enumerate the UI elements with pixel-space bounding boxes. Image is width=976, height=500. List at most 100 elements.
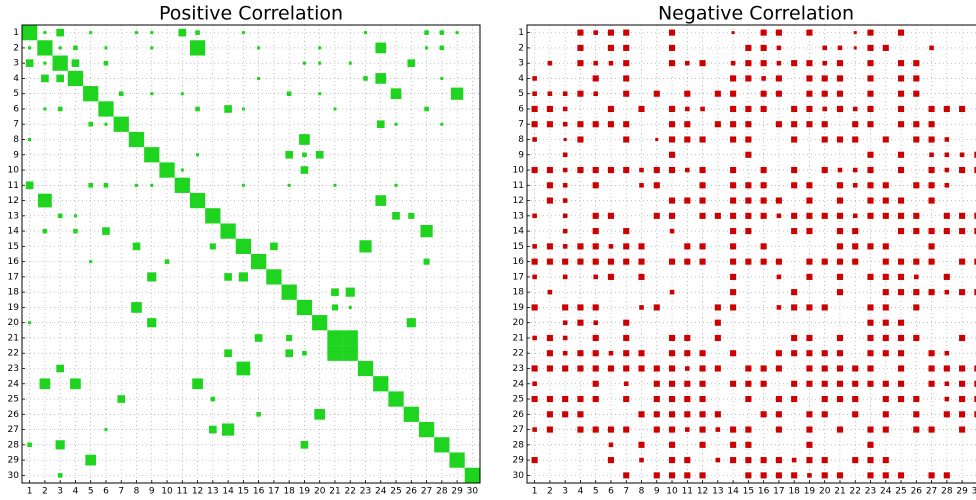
cell-square bbox=[760, 90, 767, 97]
cell-square bbox=[577, 60, 584, 67]
cell-square bbox=[882, 197, 889, 204]
cell-square bbox=[760, 212, 767, 219]
cell-square bbox=[562, 213, 568, 219]
cell-square bbox=[132, 242, 141, 251]
cell-square bbox=[821, 212, 828, 219]
cell-square bbox=[192, 378, 203, 390]
cell-square bbox=[684, 90, 691, 97]
y-tick-label: 24 bbox=[513, 379, 525, 389]
y-tick-label: 8 bbox=[13, 135, 19, 145]
cell-square bbox=[974, 289, 976, 296]
cell-square bbox=[943, 228, 950, 235]
y-tick-label: 11 bbox=[8, 181, 19, 191]
cell-square bbox=[745, 380, 752, 387]
cell-square bbox=[867, 29, 874, 36]
cell-square bbox=[164, 259, 170, 264]
cell-square bbox=[882, 136, 889, 143]
matrix-plot: Positive Correlation11223344556677889910… bbox=[8, 3, 481, 497]
cell-square bbox=[897, 60, 905, 67]
cell-square bbox=[653, 380, 660, 387]
cell-square bbox=[205, 208, 221, 224]
cell-square bbox=[974, 258, 976, 265]
x-tick-label: 25 bbox=[390, 487, 401, 497]
cell-square bbox=[776, 274, 782, 280]
cell-square bbox=[546, 166, 553, 174]
cell-square bbox=[607, 457, 615, 464]
cell-square bbox=[684, 395, 691, 403]
cell-square bbox=[300, 166, 309, 174]
cell-square bbox=[147, 272, 157, 282]
cell-square bbox=[867, 304, 874, 311]
cell-square bbox=[236, 361, 251, 376]
y-tick-label: 28 bbox=[8, 440, 20, 450]
cell-square bbox=[730, 380, 737, 387]
cell-square bbox=[836, 289, 844, 296]
cell-square bbox=[546, 334, 553, 342]
cell-square bbox=[562, 395, 569, 403]
y-tick-label: 17 bbox=[8, 272, 19, 282]
cell-square bbox=[760, 472, 767, 479]
cell-square bbox=[974, 411, 976, 418]
cell-square bbox=[531, 304, 538, 311]
cell-square bbox=[775, 258, 782, 265]
cell-square bbox=[653, 365, 660, 372]
cell-square bbox=[623, 75, 630, 82]
cell-square bbox=[760, 457, 767, 464]
cell-square bbox=[455, 31, 459, 35]
cell-square bbox=[791, 212, 798, 219]
cell-square bbox=[286, 334, 293, 342]
cell-square bbox=[867, 121, 874, 128]
cell-square bbox=[700, 106, 705, 112]
cell-square bbox=[113, 116, 129, 132]
cell-square bbox=[43, 107, 47, 111]
cell-square bbox=[852, 106, 858, 112]
cell-square bbox=[668, 44, 676, 51]
cell-square bbox=[791, 136, 798, 143]
cell-square bbox=[699, 395, 706, 403]
cell-square bbox=[928, 166, 935, 174]
cell-square bbox=[882, 44, 889, 51]
cell-square bbox=[730, 105, 737, 113]
cell-square bbox=[745, 258, 752, 265]
cell-square bbox=[867, 90, 874, 97]
cell-square bbox=[867, 166, 874, 174]
cell-square bbox=[546, 182, 553, 189]
x-tick-label: 22 bbox=[850, 487, 861, 497]
y-tick-label: 11 bbox=[513, 181, 524, 191]
cell-square bbox=[897, 75, 905, 82]
cell-square bbox=[285, 349, 293, 358]
cell-square bbox=[791, 304, 798, 311]
cell-square bbox=[867, 273, 874, 280]
cell-square bbox=[376, 120, 385, 129]
cell-square bbox=[174, 177, 190, 193]
cell-square bbox=[423, 258, 430, 265]
cell-square bbox=[318, 61, 322, 65]
y-tick-label: 6 bbox=[13, 104, 19, 114]
cell-square bbox=[562, 167, 568, 173]
cell-square bbox=[867, 60, 874, 67]
cell-square bbox=[806, 258, 813, 265]
cell-square bbox=[562, 411, 569, 418]
cell-square bbox=[775, 365, 782, 372]
cell-square bbox=[806, 273, 813, 280]
cell-square bbox=[760, 105, 767, 113]
cell-square bbox=[821, 90, 828, 97]
cell-square bbox=[532, 335, 537, 341]
cell-square bbox=[836, 380, 844, 387]
x-tick-label: 19 bbox=[804, 487, 816, 497]
cell-square bbox=[730, 350, 737, 357]
cell-square bbox=[913, 258, 920, 265]
cell-square bbox=[546, 121, 553, 128]
cell-square bbox=[944, 396, 950, 402]
x-tick-label: 30 bbox=[972, 487, 976, 497]
cell-square bbox=[821, 75, 828, 82]
y-tick-label: 24 bbox=[8, 379, 20, 389]
cell-square bbox=[760, 29, 767, 36]
cell-square bbox=[638, 411, 645, 418]
cell-square bbox=[775, 411, 782, 418]
cell-square bbox=[853, 31, 857, 35]
cell-square bbox=[684, 136, 691, 143]
x-tick-label: 27 bbox=[926, 487, 937, 497]
cell-square bbox=[959, 395, 966, 403]
y-tick-label: 29 bbox=[8, 456, 20, 466]
